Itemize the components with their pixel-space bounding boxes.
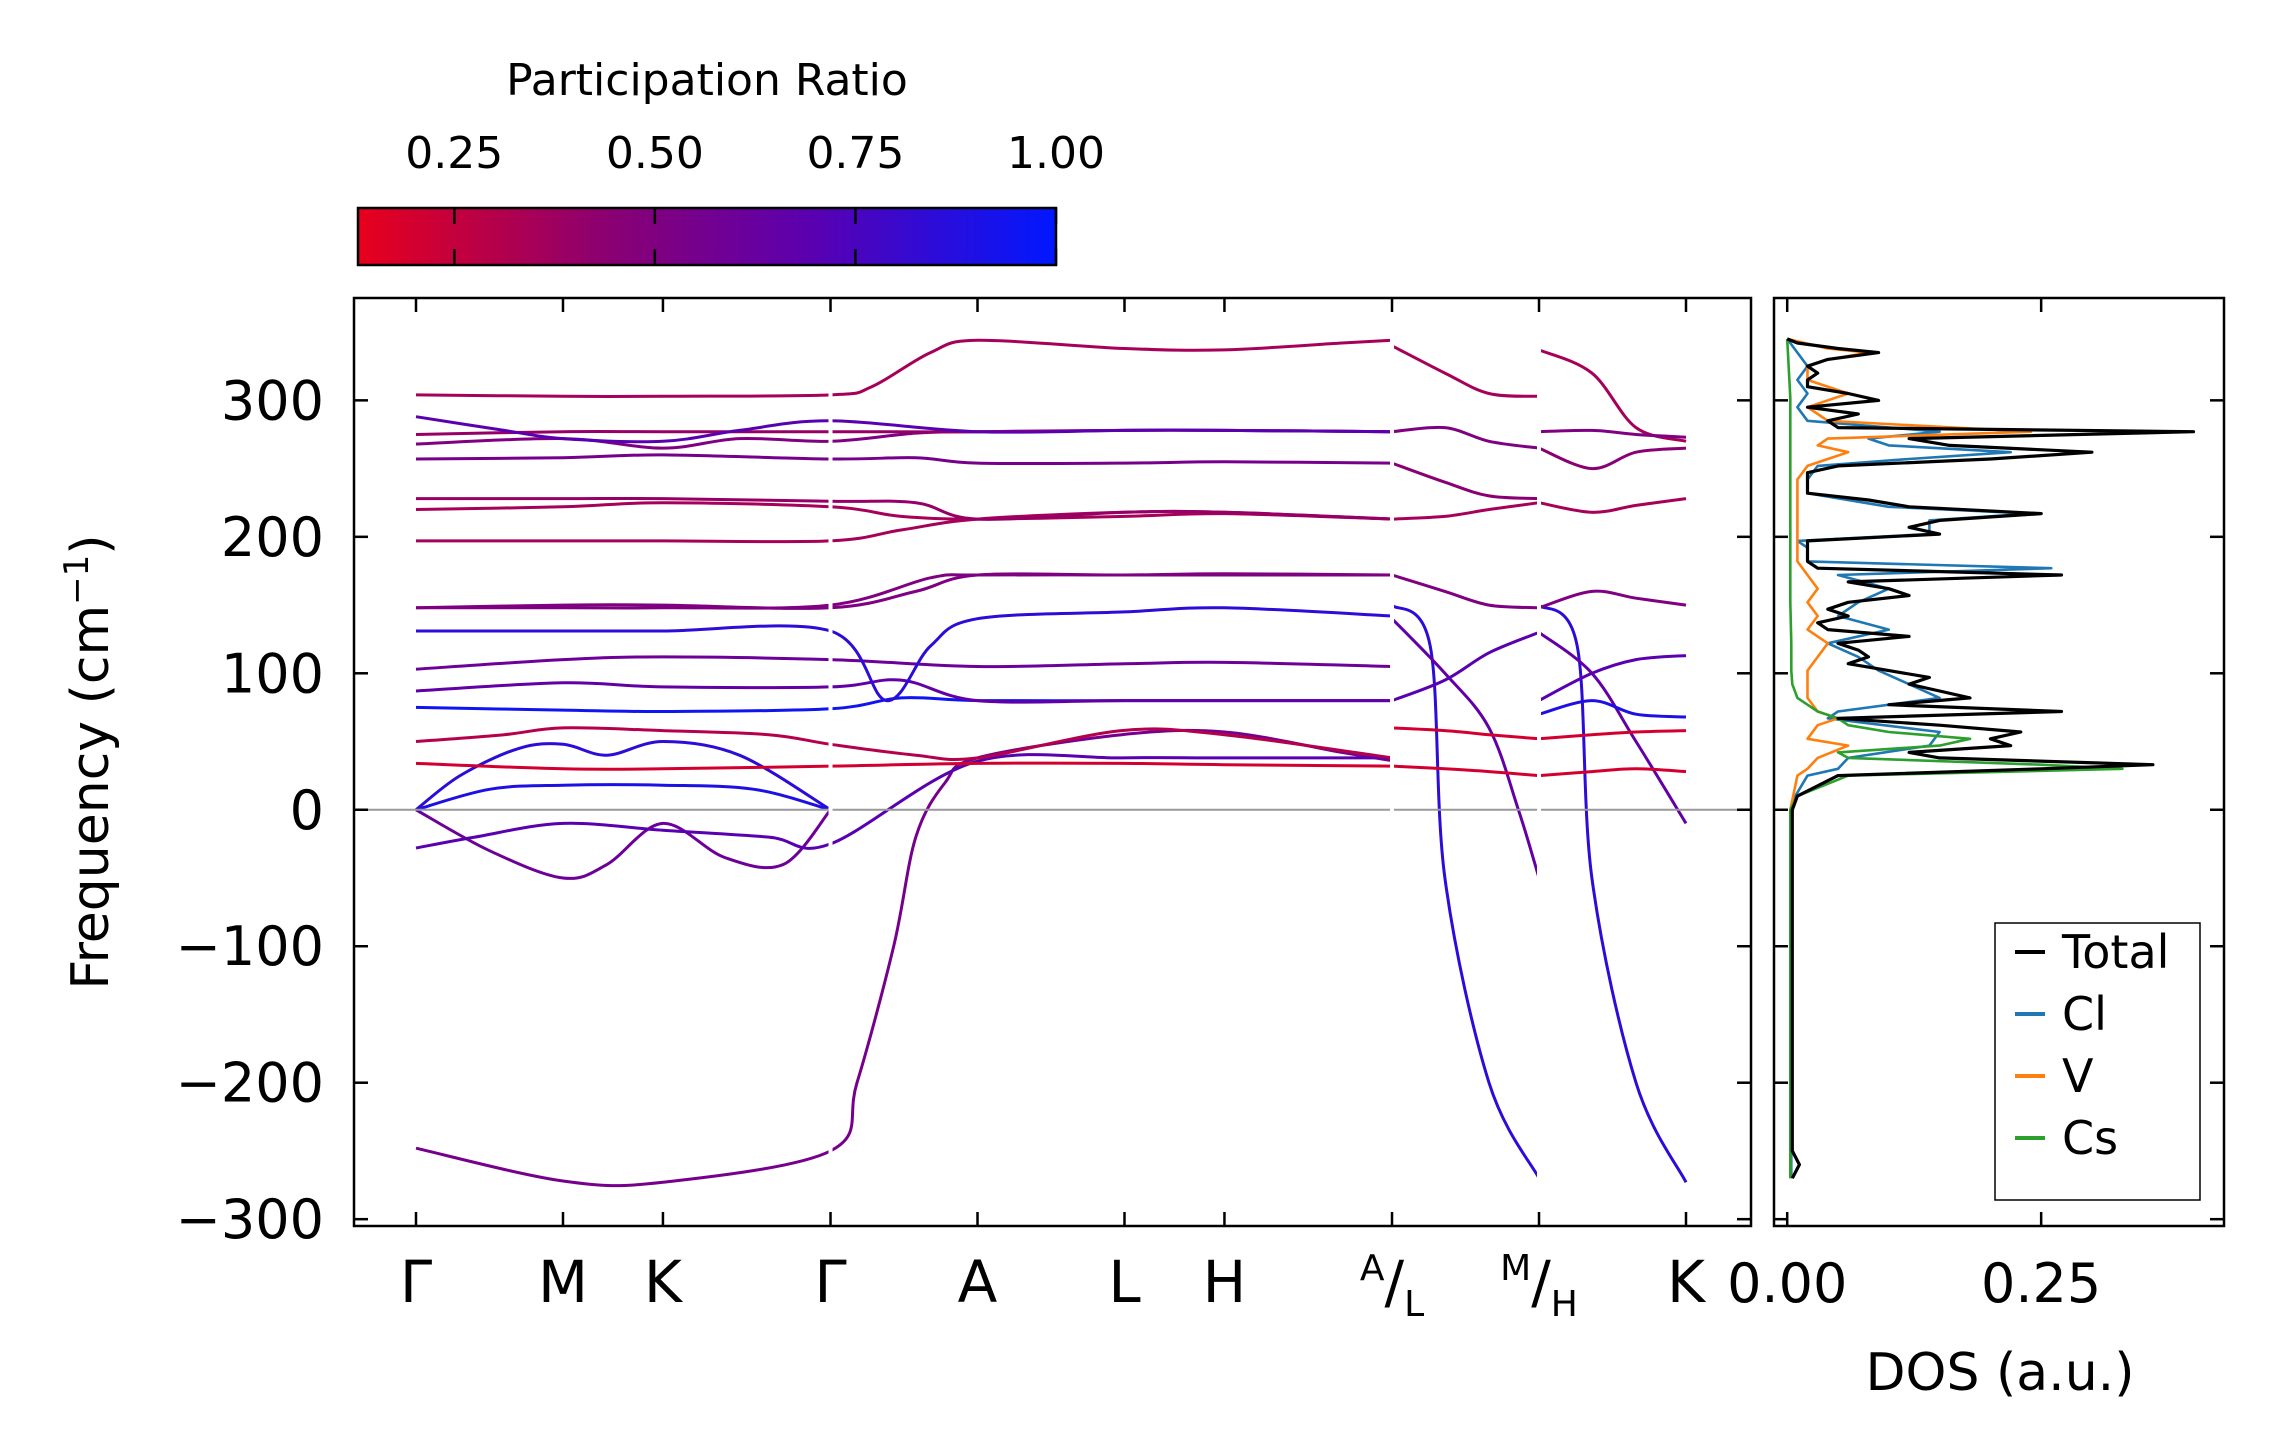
band-seg4-mid-3 — [1538, 654, 1687, 702]
band-seg3-hi — [1391, 425, 1540, 450]
band-seg4-mid-2 — [1538, 589, 1687, 610]
y-tick-label: −100 — [176, 915, 324, 978]
colorbar-tick-labels: 0.25 0.50 0.75 1.00 — [405, 128, 1105, 179]
band-seg4-hi — [1538, 428, 1687, 439]
y-axis-label-text: Frequency (cm — [61, 605, 121, 990]
band-y-ticks: −300 −200 −100 0 100 200 300 — [176, 369, 1751, 1251]
k-label: K — [644, 1248, 684, 1316]
k-label: Γ — [814, 1248, 846, 1316]
y-axis-label-sup: −1 — [57, 555, 97, 605]
k-label: L — [1108, 1248, 1140, 1316]
dos-legend: Total Cl V Cs — [1994, 922, 2201, 1201]
k-label: K — [1667, 1248, 1707, 1316]
colorbar-label: Participation Ratio — [506, 55, 908, 106]
dos-ticks: 0.00 0.25 — [1727, 298, 2224, 1315]
legend-frame — [1994, 922, 2201, 1201]
dos-x-tick-label: 0.25 — [1981, 1252, 2101, 1315]
y-tick-label: −300 — [176, 1188, 324, 1251]
colorbar-tick-label: 0.75 — [806, 128, 904, 179]
band-band-mid-105 — [415, 655, 1393, 671]
band-band-mid-90 — [415, 678, 1392, 704]
k-label: A — [958, 1248, 998, 1316]
band-band-top-305 — [415, 338, 1393, 398]
colorbar-tick-label: 0.50 — [606, 128, 704, 179]
k-label: H — [1203, 1248, 1247, 1316]
y-tick-label: 0 — [290, 779, 324, 842]
dos-x-tick-label: 0.00 — [1727, 1252, 1847, 1315]
band-seg4-mid-4 — [1538, 699, 1687, 719]
legend-label: Total — [2061, 925, 2169, 979]
band-band-hi-285 — [415, 415, 1393, 444]
k-label-slash: / — [1385, 1248, 1405, 1316]
dos-line-Cl — [1786, 338, 2053, 1179]
band-x-ticks: Γ M K Γ A L H A/LM/H K — [400, 298, 1707, 1325]
band-band-hi-257 — [415, 453, 1393, 466]
band-band-hi-228 — [416, 496, 1393, 521]
legend-label: Cl — [2062, 987, 2107, 1041]
band-seg4-low-2 — [1538, 767, 1687, 778]
band-band-low-3 — [415, 726, 1393, 762]
band-seg3-imag-1 — [1390, 603, 1541, 1179]
y-axis-label-close: ) — [61, 534, 121, 554]
k-label-sub: L — [1404, 1284, 1424, 1325]
band-seg4-top — [1538, 348, 1687, 443]
band-axes-frame — [352, 296, 1753, 1228]
band-band-acoustic-c — [415, 783, 831, 812]
band-seg3-low-2 — [1391, 764, 1540, 778]
k-label-sub: H — [1551, 1284, 1578, 1325]
dos-axes-frame — [1772, 296, 2226, 1228]
band-seg3-mid-3 — [1391, 631, 1540, 702]
k-label: A/L — [1360, 1248, 1424, 1325]
band-seg4-imag-1 — [1537, 603, 1688, 1183]
k-label: Γ — [400, 1248, 432, 1316]
dos-lines — [1785, 337, 2196, 1179]
dos-line-Total — [1786, 337, 2196, 1179]
band-seg4-imag-2 — [1538, 631, 1688, 825]
band-band-mid-130 — [415, 606, 1393, 703]
band-lines — [415, 338, 1688, 1188]
y-tick-label: −200 — [176, 1052, 324, 1115]
colorbar-tick-label: 1.00 — [1007, 128, 1105, 179]
band-band-hi-220 — [415, 501, 1393, 521]
band-seg3-mid-2 — [1391, 573, 1540, 610]
band-band-low-2 — [415, 761, 1393, 771]
band-seg3-low — [1391, 726, 1540, 741]
k-label-slash: / — [1531, 1248, 1551, 1316]
k-label-sup: A — [1360, 1248, 1385, 1289]
k-label: M — [538, 1248, 588, 1316]
band-seg4-low — [1538, 729, 1687, 741]
y-tick-label: 300 — [221, 369, 324, 432]
segment-breaks — [828, 300, 1542, 1224]
band-seg3-imag-2 — [1390, 617, 1541, 879]
colorbar-gradient — [356, 206, 1058, 267]
band-seg3-top — [1391, 344, 1540, 398]
k-label: M/H — [1500, 1248, 1578, 1325]
dos-line-V — [1786, 337, 2033, 1179]
band-band-imag-deep — [415, 728, 1393, 1188]
band-band-mid-148 — [415, 572, 1393, 610]
y-tick-label: 100 — [221, 642, 324, 705]
legend-label: V — [2062, 1049, 2094, 1103]
k-label-sup: M — [1500, 1248, 1531, 1289]
band-band-acoustic-a — [415, 808, 832, 880]
y-tick-label: 200 — [221, 506, 324, 569]
band-seg4-hi-2 — [1538, 446, 1687, 471]
colorbar-ticks — [453, 208, 1058, 265]
band-band-acoustic-b — [415, 739, 832, 812]
dos-x-axis-label: DOS (a.u.) — [1866, 1343, 2135, 1403]
band-seg3-mid — [1391, 501, 1540, 521]
legend-label: Cs — [2062, 1111, 2118, 1165]
band-seg3-hi-2 — [1391, 461, 1540, 501]
band-band-mid-170 — [416, 573, 1392, 610]
legend-items: Total Cl V Cs — [2015, 925, 2169, 1165]
y-axis-label: Frequency (cm−1) — [57, 534, 121, 989]
colorbar-tick-label: 0.25 — [405, 128, 503, 179]
band-seg4-mid — [1538, 497, 1687, 514]
